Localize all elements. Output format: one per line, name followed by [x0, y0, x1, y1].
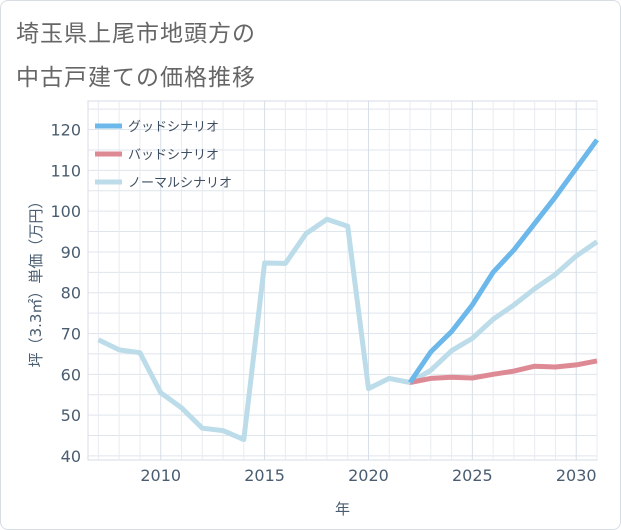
y-tick-label: 60 — [61, 365, 81, 384]
y-tick-label: 70 — [61, 325, 81, 344]
y-tick-label: 50 — [61, 406, 81, 425]
x-tick-label: 2010 — [140, 466, 181, 485]
x-tick-label: 2015 — [244, 466, 285, 485]
series-line-3 — [97, 216, 599, 443]
y-tick-label: 90 — [61, 243, 81, 262]
x-tick-label: 2025 — [452, 466, 493, 485]
axis-layer: 40 50 60 70 80 90 100 110 120 2010 2015 2020 2025 203… — [27, 121, 597, 518]
series-line-2 — [409, 358, 598, 385]
chart-title-line-2: 中古戸建ての価格推移 — [16, 65, 256, 91]
chart-title-line-1: 埼玉県上尾市地頭方の — [16, 21, 256, 47]
legend-label-2: バッドシナリオ — [128, 148, 219, 163]
x-axis-title: 年 — [335, 500, 350, 518]
legend-label-1: グッドシナリオ — [128, 120, 219, 135]
y-tick-label: 100 — [50, 202, 81, 221]
y-tick-label: 120 — [50, 121, 81, 140]
y-axis-title: 坪（3.3㎡）単価（万円） — [27, 194, 45, 368]
series-line-1 — [407, 138, 600, 384]
y-tick-label: 80 — [61, 284, 81, 303]
x-tick-label: 2030 — [556, 466, 597, 485]
series-layer — [97, 138, 600, 443]
y-tick-label: 110 — [50, 161, 81, 180]
y-tick-label: 40 — [61, 447, 81, 466]
x-tick-label: 2020 — [348, 466, 389, 485]
legend-label-3: ノーマルシナリオ — [128, 176, 232, 191]
